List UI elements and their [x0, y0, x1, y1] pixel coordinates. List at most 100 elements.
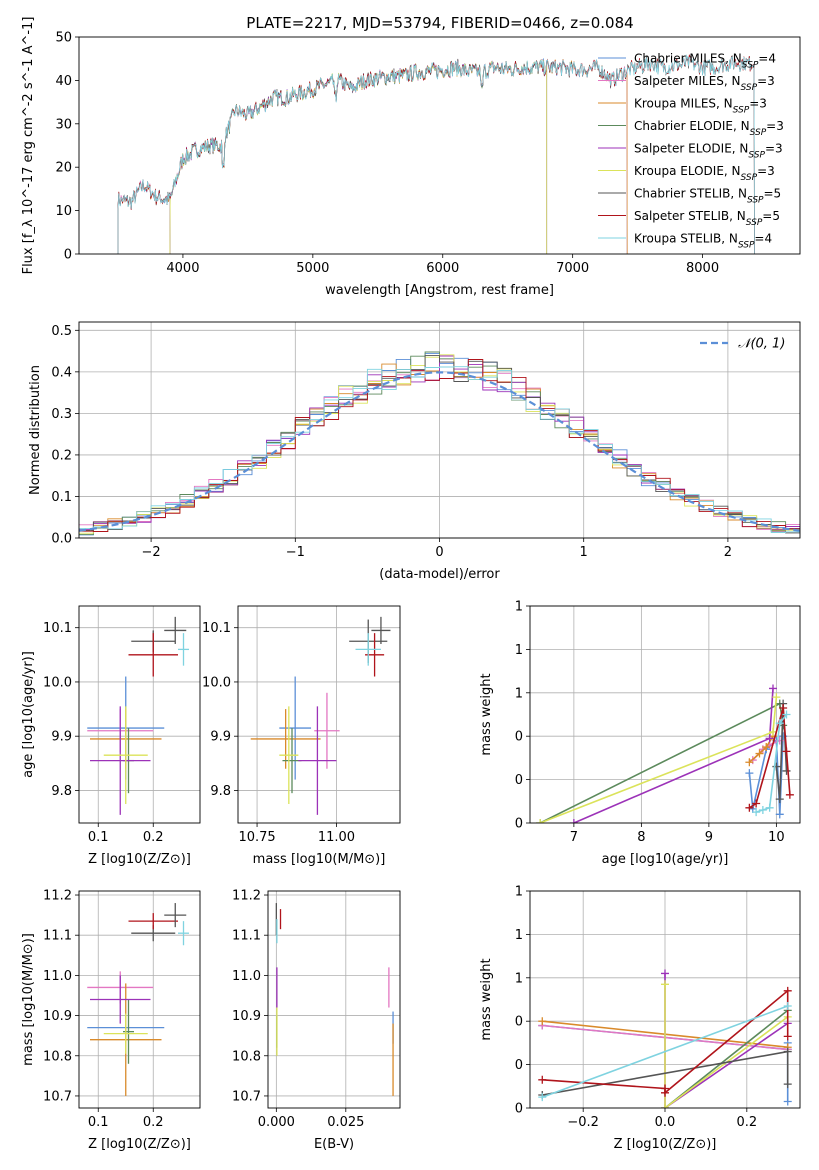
y-tick-label: 10.0	[43, 675, 72, 690]
x-axis-label: wavelength [Angstrom, rest frame]	[325, 283, 554, 298]
weight-marker	[775, 795, 784, 804]
y-tick-label: 10.1	[43, 621, 72, 636]
x-tick-label: 6000	[426, 261, 459, 276]
weight-marker	[538, 1093, 547, 1102]
y-axis-label: Flux [f_λ 10^-17 erg cm^-2 s^-1 A^-1]	[21, 17, 36, 275]
data-point	[250, 709, 321, 769]
y-axis-label: age [log10(age/yr)]	[21, 651, 36, 778]
y-tick-label: 0	[515, 730, 523, 745]
axes-frame	[237, 605, 401, 824]
x-tick-label: 9	[705, 830, 713, 845]
axes-frame	[78, 36, 801, 255]
axes-frame	[78, 605, 201, 824]
plot-area	[87, 903, 189, 1096]
weight_vs_age-panel: 7 8 9 10 0 0 0 1 1 1 age [log10(age/yr)] mass weigh…	[479, 600, 801, 867]
data-point	[128, 913, 178, 930]
x-tick-label: 10	[768, 830, 785, 845]
y-tick-label: 50	[55, 31, 72, 46]
weight-marker	[765, 803, 774, 812]
data-point	[371, 616, 391, 644]
plot-area	[87, 616, 189, 815]
mass_vs_Z-panel: 0.1 0.2 10.7 10.8 10.9 11.0 11.1 11.2 Z [log10(Z…	[21, 889, 201, 1152]
weight-line	[664, 984, 789, 1108]
weight-marker	[758, 805, 767, 814]
data-point	[164, 903, 187, 928]
x-tick-label: 0.1	[88, 830, 109, 845]
age_vs_mass-panel: 10.75 11.00 9.8 9.9 10.0 10.1 mass [log10(M/M⊙…	[202, 605, 401, 867]
x-tick-label: 0.2	[736, 1115, 757, 1130]
x-axis-label: E(B-V)	[314, 1137, 354, 1152]
weight-marker	[783, 1080, 792, 1089]
data-point	[128, 633, 178, 677]
y-tick-label: 10.8	[232, 1049, 261, 1064]
y-tick-label: 11.0	[43, 969, 72, 984]
x-tick-label: 0.1	[88, 1115, 109, 1130]
x-tick-label: 4000	[166, 261, 199, 276]
y-tick-label: 0.3	[51, 407, 72, 422]
y-tick-label: 30	[55, 117, 72, 132]
weight-marker	[661, 1104, 669, 1108]
weight-marker	[661, 969, 669, 978]
x-tick-label: 1	[580, 545, 588, 560]
weight-marker	[783, 1002, 792, 1011]
y-tick-label: 1	[515, 686, 523, 701]
x-tick-label: −1	[286, 545, 305, 560]
data-point	[178, 921, 189, 946]
y-tick-label: 10.7	[43, 1089, 72, 1104]
weight-marker	[783, 1047, 792, 1056]
weight-marker	[782, 710, 791, 719]
weight-marker	[661, 1088, 669, 1097]
y-tick-label: 1	[515, 643, 523, 658]
histogram-step	[79, 355, 800, 531]
y-tick-label: 9.9	[51, 730, 72, 745]
data-point	[355, 633, 381, 666]
y-tick-label: 0.4	[51, 365, 72, 380]
weight-marker	[775, 810, 784, 819]
data-point	[178, 633, 189, 666]
x-tick-label: 0	[435, 545, 443, 560]
plot-area	[79, 351, 800, 536]
y-tick-label: 10.7	[232, 1089, 261, 1104]
y-tick-label: 0	[64, 248, 72, 263]
y-tick-label: 10.8	[43, 1049, 72, 1064]
legend-label: Chabrier MILES, NSSP=4	[634, 52, 776, 71]
y-tick-label: 20	[55, 161, 72, 176]
y-axis-label: mass weight	[479, 673, 494, 755]
weight_vs_Z-panel: −0.2 0.0 0.2 0 0 0 1 1 1 Z [log10(Z/Z⊙)] mass weig…	[479, 885, 801, 1152]
weight-marker	[755, 749, 764, 758]
x-tick-label: 2	[724, 545, 732, 560]
y-axis-label: mass weight	[479, 958, 494, 1040]
y-axis-label: mass [log10(M/M⊙)]	[21, 933, 36, 1066]
y-tick-label: 9.8	[51, 784, 72, 799]
x-tick-label: 0.2	[143, 1115, 164, 1130]
x-tick-label: −2	[142, 545, 161, 560]
normal-curve	[79, 371, 800, 532]
y-tick-label: 10.9	[232, 1009, 261, 1024]
y-tick-label: 0	[515, 1015, 523, 1030]
x-tick-label: 8	[637, 830, 645, 845]
data-point	[90, 975, 151, 1024]
weight-marker	[745, 758, 754, 767]
y-tick-label: 0.0	[51, 532, 72, 547]
y-tick-label: 0	[515, 773, 523, 788]
legend-label: Salpeter MILES, NSSP=3	[634, 74, 775, 93]
axes-frame	[78, 890, 201, 1109]
weight-marker	[765, 734, 774, 743]
data-point	[298, 706, 337, 815]
spectrum-line	[117, 54, 755, 254]
y-tick-label: 1	[515, 885, 523, 900]
data-point	[314, 692, 340, 769]
weight-marker	[745, 803, 754, 812]
plot-area	[117, 54, 755, 254]
weight-marker	[782, 766, 791, 775]
data-point	[103, 706, 148, 805]
y-tick-label: 1	[515, 928, 523, 943]
legend-label: Salpeter ELODIE, NSSP=3	[634, 142, 783, 161]
x-tick-label: 11.00	[318, 830, 355, 845]
chart-title: PLATE=2217, MJD=53794, FIBERID=0466, z=0…	[246, 14, 633, 32]
weight-marker	[772, 762, 781, 771]
mass_vs_EBV-panel: 0.000 0.025 10.7 10.8 10.9 11.0 11.1 11.2 E(B-V)	[232, 889, 401, 1152]
plot-area	[275, 903, 394, 1096]
weight-marker	[538, 1075, 547, 1084]
